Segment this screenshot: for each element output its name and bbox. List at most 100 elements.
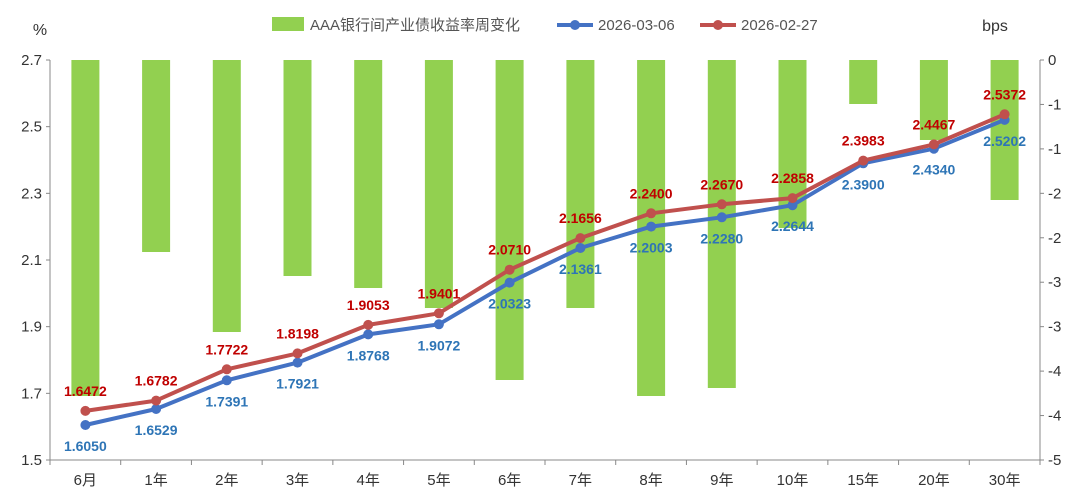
bar-2: [142, 60, 171, 252]
series-2026-03-06-point-4: [292, 357, 303, 368]
legend-swatch-bar: [272, 17, 304, 31]
data-label-2026-02-27: 1.8198: [276, 325, 319, 341]
legend-label-bar: AAA银行间产业债收益率周变化: [310, 17, 520, 34]
series-2026-03-06-point-3: [221, 375, 232, 386]
bar-13: [919, 60, 948, 140]
data-label-2026-03-06: 2.0323: [488, 296, 531, 312]
bar-6: [424, 60, 453, 308]
right-tick-label: -2: [1048, 230, 1061, 247]
legend-label-2026-02-27: 2026-02-27: [741, 17, 818, 34]
data-label-2026-03-06: 2.4340: [913, 162, 956, 178]
data-label-2026-02-27: 2.0710: [488, 242, 531, 258]
right-tick-label: -5: [1048, 452, 1061, 469]
bar-4: [283, 60, 312, 276]
data-label-2026-02-27: 2.1656: [559, 210, 602, 226]
left-tick-label: 1.9: [21, 319, 42, 336]
data-labels: 1.6050 1.6529 1.7391 1.7921 1.8768 1.9072 2.03…: [64, 86, 1026, 454]
series-2026-02-27-point-14: [999, 109, 1010, 120]
data-label-2026-02-27: 1.9053: [347, 297, 390, 313]
data-label-2026-02-27: 1.9401: [418, 285, 461, 301]
x-tick-label: 9年: [710, 472, 733, 489]
right-tick-label: -3: [1048, 319, 1061, 336]
series-2026-03-06-point-6: [433, 319, 444, 330]
series-2026-03-06-point-1: [80, 420, 91, 430]
legend-marker-2026-02-27: [713, 20, 723, 30]
series-2026-02-27-point-4: [292, 348, 303, 359]
data-label-2026-02-27: 2.3983: [842, 133, 885, 149]
bar-14: [990, 60, 1019, 200]
data-label-2026-03-06: 2.1361: [559, 261, 602, 277]
data-label-2026-02-27: 1.7722: [205, 341, 248, 357]
bar-1: [71, 60, 100, 396]
data-label-2026-03-06: 2.2644: [771, 218, 814, 234]
series-2026-02-27-point-11: [787, 193, 798, 204]
bar-3: [212, 60, 241, 332]
data-label-2026-02-27: 2.5372: [983, 86, 1026, 102]
data-label-2026-03-06: 2.5202: [983, 133, 1026, 149]
data-label-2026-02-27: 1.6472: [64, 383, 107, 399]
data-label-2026-02-27: 2.2670: [700, 176, 743, 192]
series-2026-03-06-point-8: [575, 243, 586, 253]
legend-marker-2026-03-06: [570, 20, 580, 30]
left-tick-label: 2.5: [21, 119, 42, 136]
bar-5: [354, 60, 383, 288]
data-label-2026-03-06: 1.9072: [418, 337, 461, 353]
data-label-2026-03-06: 1.6050: [64, 438, 107, 454]
left-tick-label: 1.7: [21, 385, 42, 402]
series-2026-02-27-point-6: [433, 308, 444, 319]
x-tick-label: 5年: [427, 472, 450, 489]
data-label-2026-02-27: 1.6782: [135, 373, 178, 389]
left-tick-label: 2.3: [21, 185, 42, 202]
series-2026-02-27-point-9: [646, 208, 657, 219]
data-label-2026-02-27: 2.2858: [771, 170, 814, 186]
left-tick-label: 1.5: [21, 452, 42, 469]
data-label-2026-03-06: 2.2280: [700, 230, 743, 246]
right-tick-label: -1: [1048, 96, 1061, 113]
x-tick-label: 2年: [215, 472, 238, 489]
x-tick-label: 1年: [144, 472, 167, 489]
x-tick-label: 7年: [569, 472, 592, 489]
x-tick-label: 3年: [286, 472, 309, 489]
x-tick-label: 6月: [74, 472, 97, 489]
legend: AAA银行间产业债收益率周变化 2026-03-06 2026-02-27: [272, 17, 818, 34]
axes: 2.7 2.5 2.3 2.1 1.9 1.7 1.5 0 -1 -1 -2 -2 -3 -3 -4 -4 -5…: [21, 18, 1061, 489]
series-2026-02-27-point-8: [575, 233, 586, 244]
x-tick-label: 30年: [989, 472, 1021, 489]
series-2026-02-27-point-7: [504, 264, 515, 275]
bar-7: [495, 60, 524, 380]
series-2026-03-06-point-11: [787, 200, 798, 211]
series-2026-02-27-point-1: [80, 405, 91, 416]
x-tick-label: 6年: [498, 472, 521, 489]
data-label-2026-03-06: 2.3900: [842, 176, 885, 192]
series-2026-03-06-point-5: [363, 329, 374, 340]
data-label-2026-03-06: 1.7391: [205, 393, 248, 409]
right-tick-label: 0: [1048, 52, 1056, 69]
series-2026-02-27-point-3: [221, 364, 232, 375]
right-axis-unit: bps: [982, 18, 1008, 35]
bar-10: [707, 60, 736, 388]
x-tick-label: 8年: [639, 472, 662, 489]
line-series: [80, 109, 1010, 430]
series-2026-03-06-point-10: [716, 212, 727, 223]
right-tick-label: -4: [1048, 363, 1061, 380]
series-2026-02-27-point-5: [363, 319, 374, 330]
x-tick-label: 10年: [777, 472, 809, 489]
series-2026-02-27-point-13: [928, 139, 939, 150]
series-2026-03-06-point-7: [504, 277, 515, 288]
left-tick-label: 2.7: [21, 52, 42, 69]
series-2026-02-27-line: [85, 112, 1006, 413]
x-tick-label: 15年: [847, 472, 879, 489]
bar-12: [849, 60, 878, 104]
left-tick-label: 2.1: [21, 252, 42, 269]
series-2026-02-27-point-12: [858, 155, 869, 166]
series-2026-02-27-point-2: [151, 395, 162, 406]
data-label-2026-03-06: 1.7921: [276, 376, 319, 392]
legend-label-2026-03-06: 2026-03-06: [598, 17, 675, 34]
series-2026-03-06-line: [84, 118, 1006, 427]
data-label-2026-03-06: 2.2003: [630, 240, 673, 256]
series-2026-02-27-point-10: [716, 199, 727, 210]
series-2026-03-06-point-9: [646, 221, 657, 232]
data-label-2026-02-27: 2.4467: [913, 116, 956, 132]
